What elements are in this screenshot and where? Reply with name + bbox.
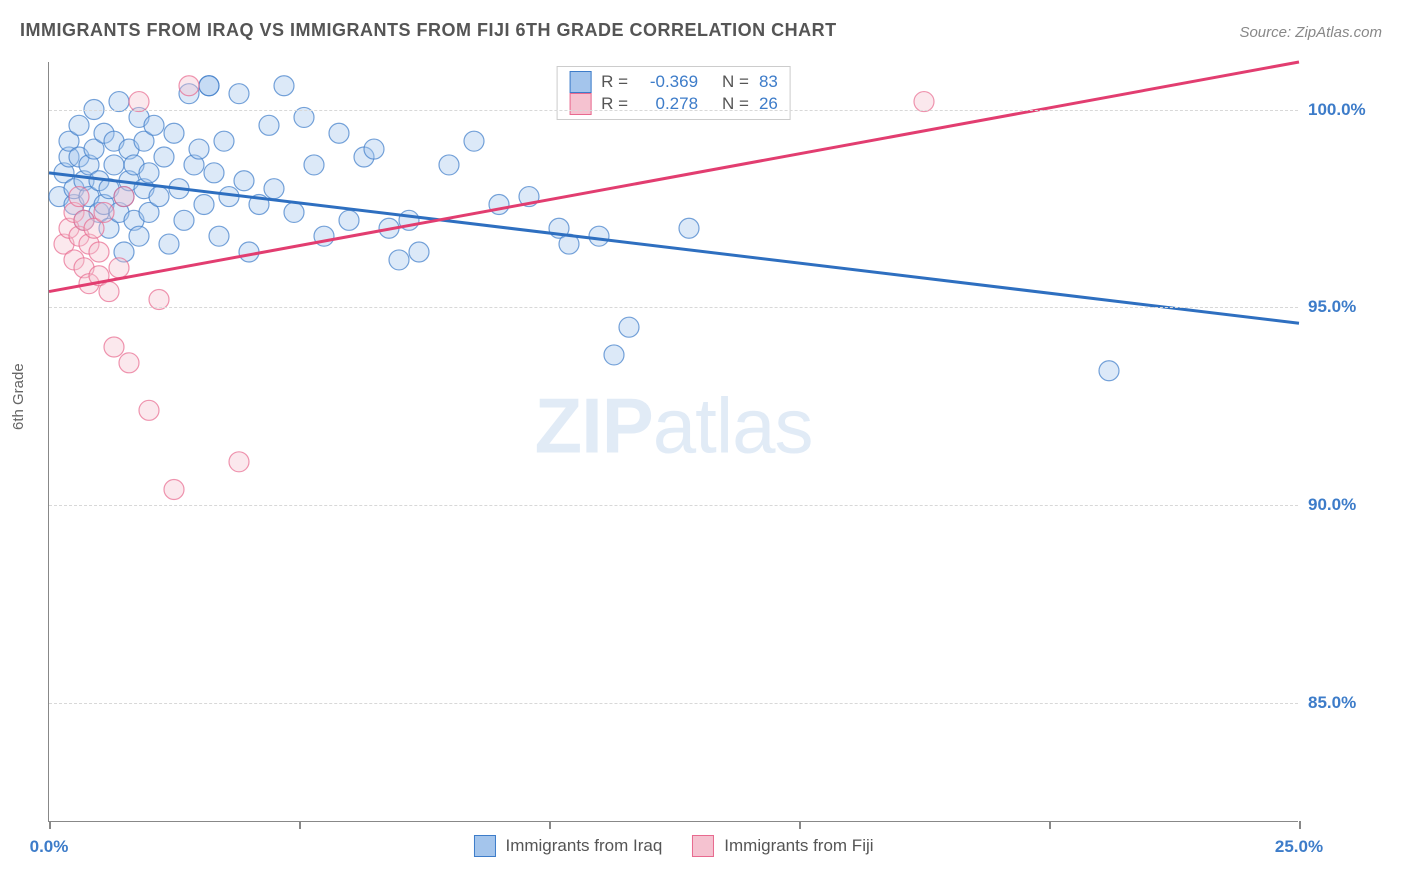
data-point (144, 115, 164, 135)
data-point (214, 131, 234, 151)
data-point (109, 258, 129, 278)
legend-r-label: R = (601, 94, 628, 114)
y-tick-label: 95.0% (1308, 297, 1388, 317)
data-point (229, 84, 249, 104)
data-point (464, 131, 484, 151)
x-tick-mark (299, 821, 301, 829)
x-tick-mark (49, 821, 51, 829)
data-point (439, 155, 459, 175)
data-point (229, 452, 249, 472)
legend-series-name: Immigrants from Iraq (505, 836, 662, 856)
legend-n-label: N = (722, 94, 749, 114)
data-point (179, 76, 199, 96)
gridline (49, 703, 1298, 704)
data-point (619, 317, 639, 337)
data-point (274, 76, 294, 96)
trend-line (49, 173, 1299, 323)
data-point (99, 282, 119, 302)
x-tick-mark (799, 821, 801, 829)
data-point (94, 202, 114, 222)
chart-title: IMMIGRANTS FROM IRAQ VS IMMIGRANTS FROM … (20, 20, 837, 41)
data-point (389, 250, 409, 270)
x-tick-mark (1049, 821, 1051, 829)
data-point (259, 115, 279, 135)
data-point (104, 337, 124, 357)
data-point (284, 202, 304, 222)
data-point (159, 234, 179, 254)
data-point (164, 123, 184, 143)
legend-swatch (692, 835, 714, 857)
legend-r-label: R = (601, 72, 628, 92)
data-point (89, 242, 109, 262)
data-point (304, 155, 324, 175)
data-point (154, 147, 174, 167)
x-tick-mark (1299, 821, 1301, 829)
data-point (174, 210, 194, 230)
legend-series-name: Immigrants from Fiji (724, 836, 873, 856)
data-point (199, 76, 219, 96)
data-point (104, 155, 124, 175)
legend-n-value: 26 (759, 94, 778, 114)
y-axis-label: 6th Grade (10, 363, 27, 430)
data-point (234, 171, 254, 191)
y-tick-label: 85.0% (1308, 693, 1388, 713)
legend-stat-row: R = 0.278 N = 26 (569, 93, 778, 115)
data-point (119, 353, 139, 373)
gridline (49, 110, 1298, 111)
legend-swatch (473, 835, 495, 857)
x-tick-mark (549, 821, 551, 829)
data-point (209, 226, 229, 246)
data-point (139, 163, 159, 183)
legend-swatch (569, 93, 591, 115)
data-point (239, 242, 259, 262)
legend-stats: R = -0.369 N = 83 R = 0.278 N = 26 (556, 66, 791, 120)
legend-r-value: 0.278 (638, 94, 698, 114)
data-point (409, 242, 429, 262)
data-point (679, 218, 699, 238)
legend-r-value: -0.369 (638, 72, 698, 92)
data-point (149, 187, 169, 207)
data-point (264, 179, 284, 199)
legend-n-label: N = (722, 72, 749, 92)
legend-series-item: Immigrants from Fiji (692, 835, 873, 857)
data-point (139, 400, 159, 420)
data-point (339, 210, 359, 230)
plot-area: ZIPatlas R = -0.369N = 83R = 0.278N = 26… (48, 62, 1298, 822)
data-point (589, 226, 609, 246)
data-point (1099, 361, 1119, 381)
x-tick-label: 0.0% (30, 837, 69, 857)
legend-series: Immigrants from Iraq Immigrants from Fiji (473, 835, 873, 857)
data-point (69, 187, 89, 207)
data-point (329, 123, 349, 143)
data-point (194, 195, 214, 215)
legend-stat-row: R = -0.369 N = 83 (569, 71, 778, 93)
data-point (364, 139, 384, 159)
chart-svg (49, 62, 1298, 821)
x-tick-label: 25.0% (1275, 837, 1323, 857)
data-point (69, 115, 89, 135)
data-point (164, 480, 184, 500)
legend-swatch (569, 71, 591, 93)
data-point (204, 163, 224, 183)
gridline (49, 307, 1298, 308)
y-tick-label: 100.0% (1308, 100, 1388, 120)
data-point (114, 187, 134, 207)
legend-series-item: Immigrants from Iraq (473, 835, 662, 857)
legend-n-value: 83 (759, 72, 778, 92)
data-point (129, 226, 149, 246)
data-point (189, 139, 209, 159)
gridline (49, 505, 1298, 506)
data-point (604, 345, 624, 365)
source-attribution: Source: ZipAtlas.com (1239, 24, 1382, 41)
y-tick-label: 90.0% (1308, 495, 1388, 515)
